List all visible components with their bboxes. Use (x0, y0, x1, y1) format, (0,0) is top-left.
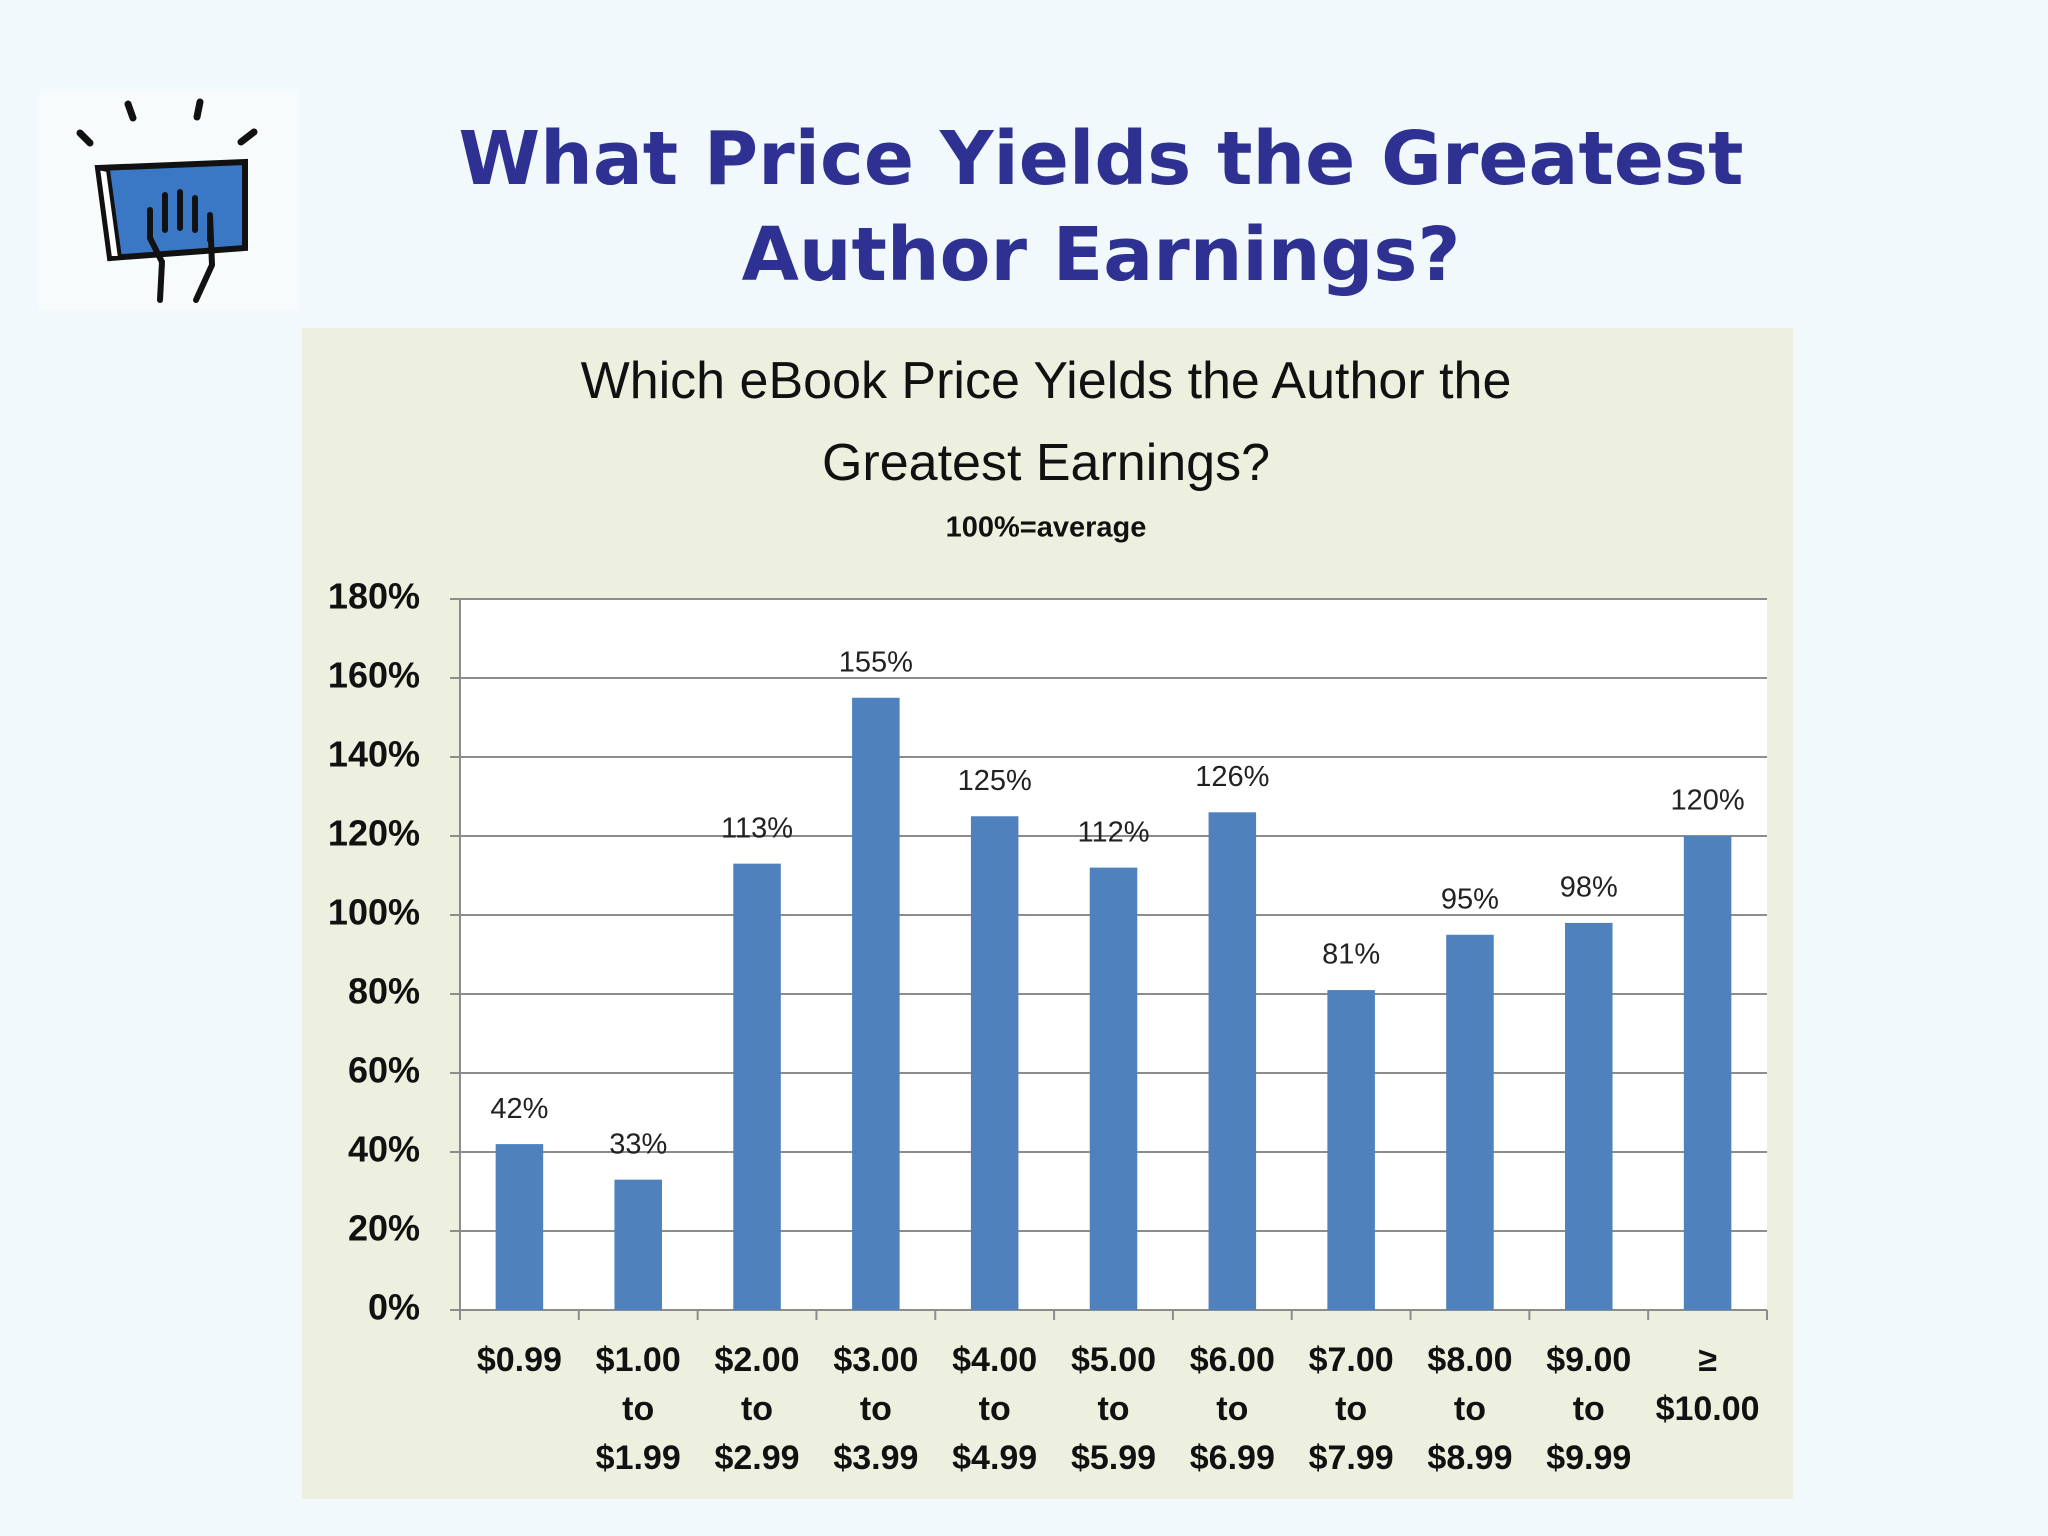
x-tick-label: $8.00 to $8.99 (1427, 1341, 1512, 1477)
value-label: 113% (721, 812, 793, 844)
y-tick-label: 100% (328, 892, 420, 933)
x-tick-label: $6.00 to $6.99 (1190, 1341, 1275, 1477)
bar (495, 1144, 544, 1310)
value-label: 81% (1322, 939, 1380, 971)
y-tick-label: 80% (348, 971, 420, 1012)
x-tick-label: $3.00 to $3.99 (833, 1341, 918, 1477)
value-label: 98% (1560, 872, 1618, 904)
x-tick-label: $5.00 to $5.99 (1071, 1341, 1156, 1477)
book-icon (39, 91, 298, 310)
value-label: 125% (958, 765, 1032, 797)
y-tick-label: 60% (348, 1050, 420, 1091)
bar (1446, 934, 1494, 1310)
value-label: 42% (490, 1093, 548, 1125)
chart-title: Which eBook Price Yields the Author the G… (581, 352, 1512, 492)
value-label: 33% (609, 1128, 667, 1160)
y-tick-label: 120% (328, 813, 420, 854)
x-tick-label: $2.00 to $2.99 (714, 1341, 799, 1477)
y-tick-label: 160% (328, 655, 420, 696)
value-label: 126% (1195, 761, 1269, 793)
x-tick-label: $9.00 to $9.99 (1546, 1341, 1631, 1477)
x-tick-label: $4.00 to $4.99 (952, 1341, 1037, 1477)
x-tick-label: $7.00 to $7.99 (1309, 1341, 1394, 1477)
bar (1683, 836, 1732, 1310)
chart-subtitle: 100%=average (946, 512, 1147, 544)
x-tick-label: ≥ $10.00 (1656, 1341, 1760, 1428)
bar (1565, 922, 1613, 1310)
value-label: 95% (1441, 883, 1499, 915)
slide-title: What Price Yields the Greatest Author Ear… (459, 116, 1744, 298)
bar (852, 697, 900, 1310)
x-tick-label: $0.99 (477, 1341, 562, 1379)
bar (1327, 990, 1375, 1310)
bar (1089, 867, 1138, 1310)
y-tick-label: 20% (348, 1208, 420, 1249)
bar (733, 863, 781, 1310)
bar (970, 816, 1019, 1310)
y-tick-label: 140% (328, 734, 420, 775)
value-label: 112% (1077, 816, 1149, 848)
y-tick-label: 180% (328, 576, 420, 617)
bar (614, 1179, 662, 1310)
value-label: 120% (1671, 785, 1745, 817)
bar (1208, 812, 1257, 1310)
y-tick-label: 40% (348, 1129, 420, 1170)
value-label: 155% (839, 646, 913, 678)
x-tick-label: $1.00 to $1.99 (596, 1341, 681, 1477)
y-tick-label: 0% (368, 1287, 420, 1328)
